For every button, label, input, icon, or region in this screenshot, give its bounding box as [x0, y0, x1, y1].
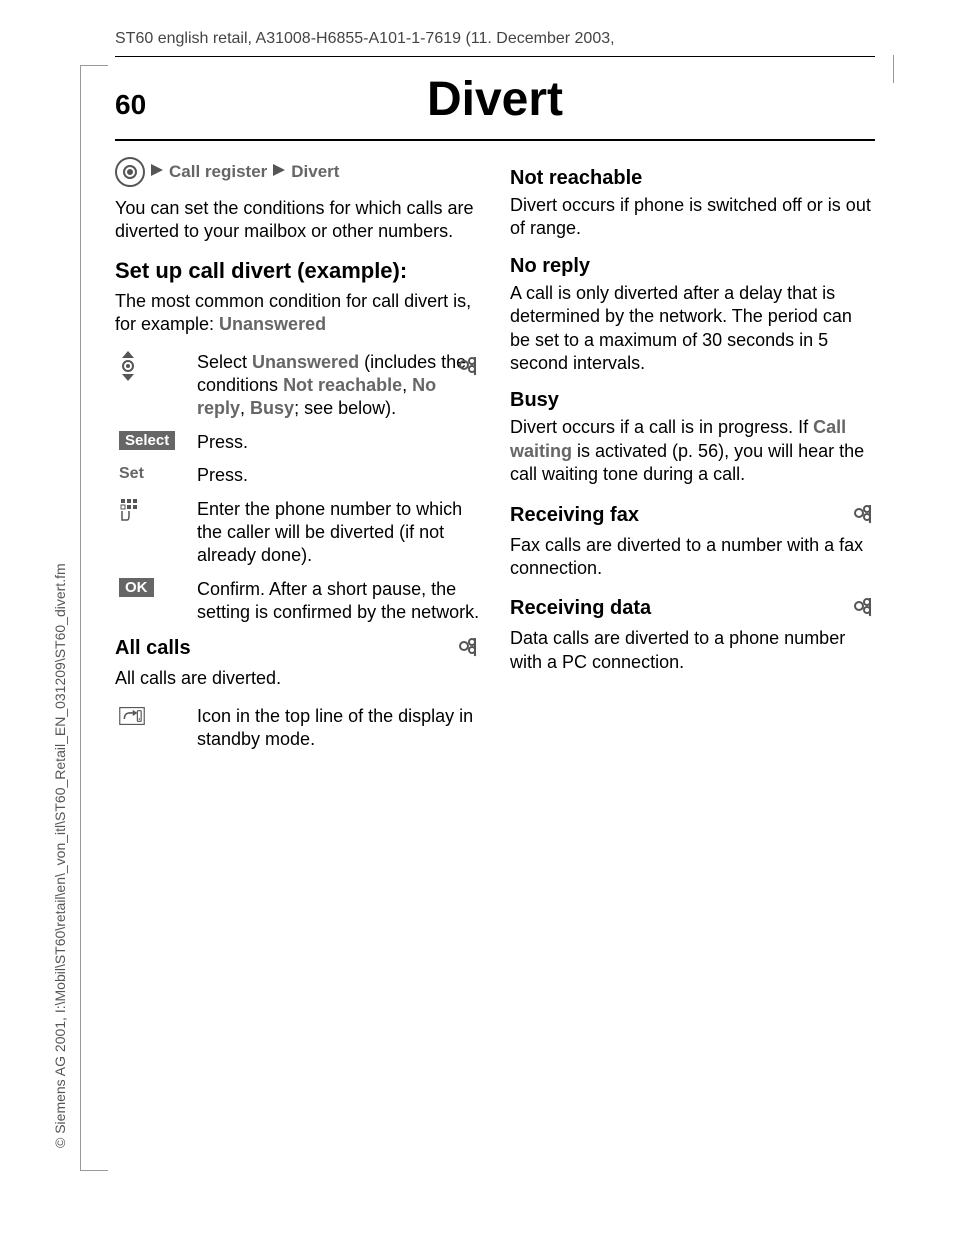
network-icon — [456, 353, 480, 383]
notreach-text: Divert occurs if phone is switched off o… — [510, 194, 875, 241]
keypad-icon — [119, 498, 145, 529]
setup-intro: The most common condition for call diver… — [115, 290, 480, 337]
divert-indicator-icon — [119, 705, 145, 732]
text: , — [402, 375, 412, 395]
select-label: Select — [119, 431, 175, 450]
step-select: Select Press. — [115, 431, 480, 454]
arrow-icon — [151, 163, 163, 181]
text: Divert occurs if a call is in progress. … — [510, 417, 813, 437]
page-title: Divert — [115, 72, 875, 127]
side-copyright-text: © Siemens AG 2001, I:\Mobil\ST60\retail\… — [52, 563, 68, 1148]
step-divert-icon: Icon in the top line of the display in s… — [115, 705, 480, 752]
notreach-heading: Not reachable — [510, 167, 875, 190]
noreply-heading: No reply — [510, 255, 875, 278]
header-rule — [115, 56, 875, 57]
network-icon — [456, 634, 480, 663]
left-column: Call register Divert You can set the con… — [115, 157, 480, 762]
columns: Call register Divert You can set the con… — [115, 157, 875, 762]
step-select-unanswered: Select Unanswered (includes the condi­ti… — [115, 351, 480, 421]
breadcrumb-item: Divert — [291, 162, 339, 182]
text: ; see below). — [294, 398, 396, 418]
breadcrumb: Call register Divert — [115, 157, 480, 187]
corner-tick-right — [893, 55, 894, 83]
step-ok: OK Confirm. After a short pause, the set… — [115, 578, 480, 625]
step-set: Set Press. — [115, 464, 480, 487]
step-text: Confirm. After a short pause, the settin… — [197, 578, 480, 625]
data-heading-row: Receiving data — [510, 594, 875, 623]
menu-icon — [115, 157, 145, 187]
text: , — [240, 398, 250, 418]
arrow-icon — [273, 163, 285, 181]
setup-heading: Set up call divert (example): — [115, 258, 480, 284]
step-text: Enter the phone number to which the call… — [197, 498, 480, 568]
fax-text: Fax calls are diverted to a number with … — [510, 534, 875, 581]
text-bold: Unanswered — [219, 314, 326, 334]
right-column: Not reachable Divert occurs if phone is … — [510, 157, 875, 762]
network-icon — [851, 594, 875, 623]
allcalls-heading: All calls — [115, 637, 191, 660]
step-text: Icon in the top line of the display in s… — [197, 705, 480, 752]
allcalls-heading-row: All calls — [115, 634, 480, 663]
step-keypad: Enter the phone number to which the call… — [115, 498, 480, 568]
side-rule — [80, 65, 81, 1171]
noreply-text: A call is only diverted after a delay th… — [510, 282, 875, 376]
text-bold: Not reachable — [283, 375, 402, 395]
title-rule — [115, 139, 875, 141]
intro-text: You can set the conditions for which cal… — [115, 197, 480, 244]
corner-tick-top — [80, 65, 108, 66]
page-content: ST60 english retail, A31008-H6855-A101-1… — [115, 30, 875, 762]
busy-heading: Busy — [510, 389, 875, 412]
busy-text: Divert occurs if a call is in progress. … — [510, 416, 875, 486]
updown-icon — [119, 351, 137, 386]
corner-tick-bot — [80, 1170, 108, 1171]
data-heading: Receiving data — [510, 597, 651, 620]
step-text: Press. — [197, 431, 480, 454]
allcalls-text: All calls are diverted. — [115, 667, 480, 690]
data-text: Data calls are diverted to a phone numbe… — [510, 627, 875, 674]
text-bold: Busy — [250, 398, 294, 418]
network-icon — [851, 501, 875, 530]
text: Select — [197, 352, 252, 372]
fax-heading-row: Receiving fax — [510, 501, 875, 530]
header-meta: ST60 english retail, A31008-H6855-A101-1… — [115, 30, 875, 48]
fax-heading: Receiving fax — [510, 504, 639, 527]
set-label: Set — [119, 464, 144, 484]
title-row: 60 Divert — [115, 67, 875, 127]
text-bold: Unanswered — [252, 352, 359, 372]
step-text: Press. — [197, 464, 480, 487]
ok-label: OK — [119, 578, 154, 597]
breadcrumb-item: Call register — [169, 162, 267, 182]
